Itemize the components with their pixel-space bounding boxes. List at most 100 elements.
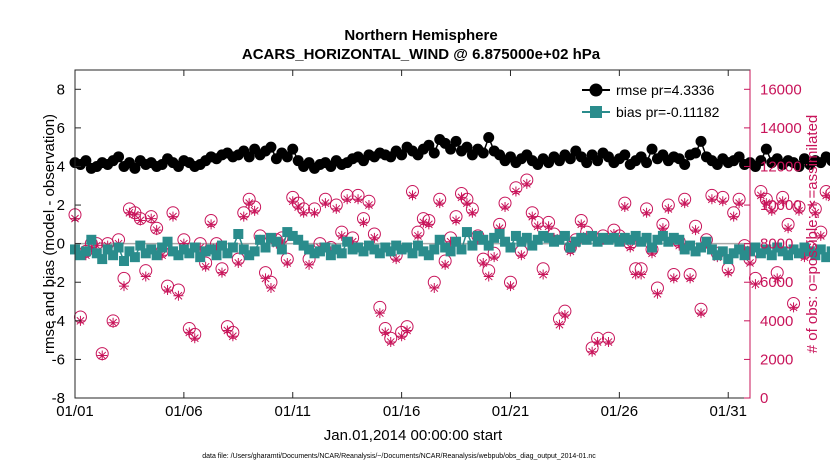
bias-point xyxy=(706,244,717,255)
obs-assimilated-point xyxy=(129,209,140,220)
bias-point xyxy=(189,242,200,253)
bias-point xyxy=(826,246,830,257)
bias-point xyxy=(783,250,794,261)
rmse-point xyxy=(129,162,141,174)
bias-point xyxy=(712,250,723,261)
obs-assimilated-point xyxy=(86,242,97,253)
obs-assimilated-point xyxy=(249,205,260,216)
obs-assimilated-point xyxy=(118,281,129,292)
obs-assimilated-point xyxy=(374,308,385,319)
bias-point xyxy=(309,248,320,259)
obs-assimilated-point xyxy=(195,242,206,253)
y2-tick-label: 6000 xyxy=(760,274,793,291)
bias-point xyxy=(385,246,396,257)
bias-point xyxy=(369,244,380,255)
bias-point xyxy=(472,230,483,241)
obs-assimilated-point xyxy=(363,200,374,211)
bias-point xyxy=(358,246,369,257)
obs-assimilated-point xyxy=(227,331,238,342)
bias-point xyxy=(461,227,472,238)
bias-point xyxy=(255,234,266,245)
bias-point xyxy=(750,242,761,253)
obs-assimilated-point xyxy=(788,302,799,313)
obs-assimilated-point xyxy=(619,201,630,212)
bias-point xyxy=(287,230,298,241)
y-tick-label: -2 xyxy=(52,274,65,291)
obs-assimilated-point xyxy=(690,225,701,236)
bias-point xyxy=(559,230,570,241)
bias-point xyxy=(429,244,440,255)
bias-point xyxy=(293,234,304,245)
bias-point xyxy=(799,242,810,253)
obs-assimilated-point xyxy=(554,319,565,330)
bias-point xyxy=(810,250,821,261)
obs-assimilated-point xyxy=(184,327,195,338)
obs-assimilated-point xyxy=(543,221,554,232)
legend-rmse-marker xyxy=(589,83,603,97)
obs-assimilated-point xyxy=(630,269,641,280)
obs-assimilated-point xyxy=(293,201,304,212)
obs-assimilated-point xyxy=(532,221,543,232)
bias-point xyxy=(619,232,630,243)
bias-point xyxy=(151,250,162,261)
bias-point xyxy=(521,232,532,243)
bias-point xyxy=(570,236,581,247)
obs-assimilated-point xyxy=(696,308,707,319)
obs-assimilated-point xyxy=(91,240,102,251)
obs-assimilated-point xyxy=(592,337,603,348)
obs-assimilated-point xyxy=(276,236,287,247)
x-axis-label: Jan.01,2014 00:00:00 start xyxy=(324,427,503,444)
rmse-point xyxy=(679,159,691,171)
bias-point xyxy=(614,236,625,247)
y2-axis-label: # of obs: o=possible; ∗=assimilated xyxy=(804,115,821,354)
y-axis-label: rmse and bias (model - observation) xyxy=(41,114,58,354)
bias-point xyxy=(728,248,739,259)
obs-assimilated-point xyxy=(821,190,830,201)
rmse-point xyxy=(243,151,255,163)
legend-bias-label: bias pr=-0.11182 xyxy=(616,104,720,120)
obs-assimilated-point xyxy=(761,198,772,209)
obs-assimilated-point xyxy=(162,284,173,295)
bias-point xyxy=(423,250,434,261)
bias-point xyxy=(723,254,734,265)
bias-point xyxy=(489,232,500,243)
obs-assimilated-point xyxy=(157,250,168,261)
bias-point xyxy=(815,244,826,255)
bias-point xyxy=(412,240,423,251)
bias-point xyxy=(342,236,353,247)
obs-assimilated-point xyxy=(97,350,108,361)
y-tick-label: 2 xyxy=(57,197,65,214)
obs-assimilated-point xyxy=(657,223,668,234)
bias-point xyxy=(581,234,592,245)
obs-assimilated-point xyxy=(576,219,587,230)
bias-point xyxy=(788,244,799,255)
obs-assimilated-point xyxy=(429,283,440,294)
bias-point xyxy=(636,236,647,247)
bias-point xyxy=(696,242,707,253)
obs-assimilated-point xyxy=(238,211,249,222)
bias-point xyxy=(527,240,538,251)
bias-point xyxy=(510,230,521,241)
bias-point xyxy=(587,230,598,241)
obs-assimilated-point xyxy=(772,273,783,284)
y2-tick-label: 14000 xyxy=(760,120,802,137)
rmse-point xyxy=(793,160,805,172)
bias-point xyxy=(216,240,227,251)
obs-assimilated-point xyxy=(222,325,233,336)
obs-assimilated-point xyxy=(265,283,276,294)
bias-point xyxy=(206,244,217,255)
bias-point xyxy=(402,242,413,253)
obs-assimilated-point xyxy=(336,230,347,241)
bias-point xyxy=(538,230,549,241)
bias-point xyxy=(135,240,146,251)
obs-assimilated-point xyxy=(331,203,342,214)
x-tick-label: 01/06 xyxy=(165,403,203,420)
bias-point xyxy=(652,234,663,245)
rmse-point xyxy=(592,155,604,167)
obs-assimilated-point xyxy=(766,205,777,216)
bias-point xyxy=(418,246,429,257)
bias-point xyxy=(625,234,636,245)
bias-point xyxy=(456,244,467,255)
bias-point xyxy=(630,230,641,241)
obs-assimilated-point xyxy=(189,333,200,344)
